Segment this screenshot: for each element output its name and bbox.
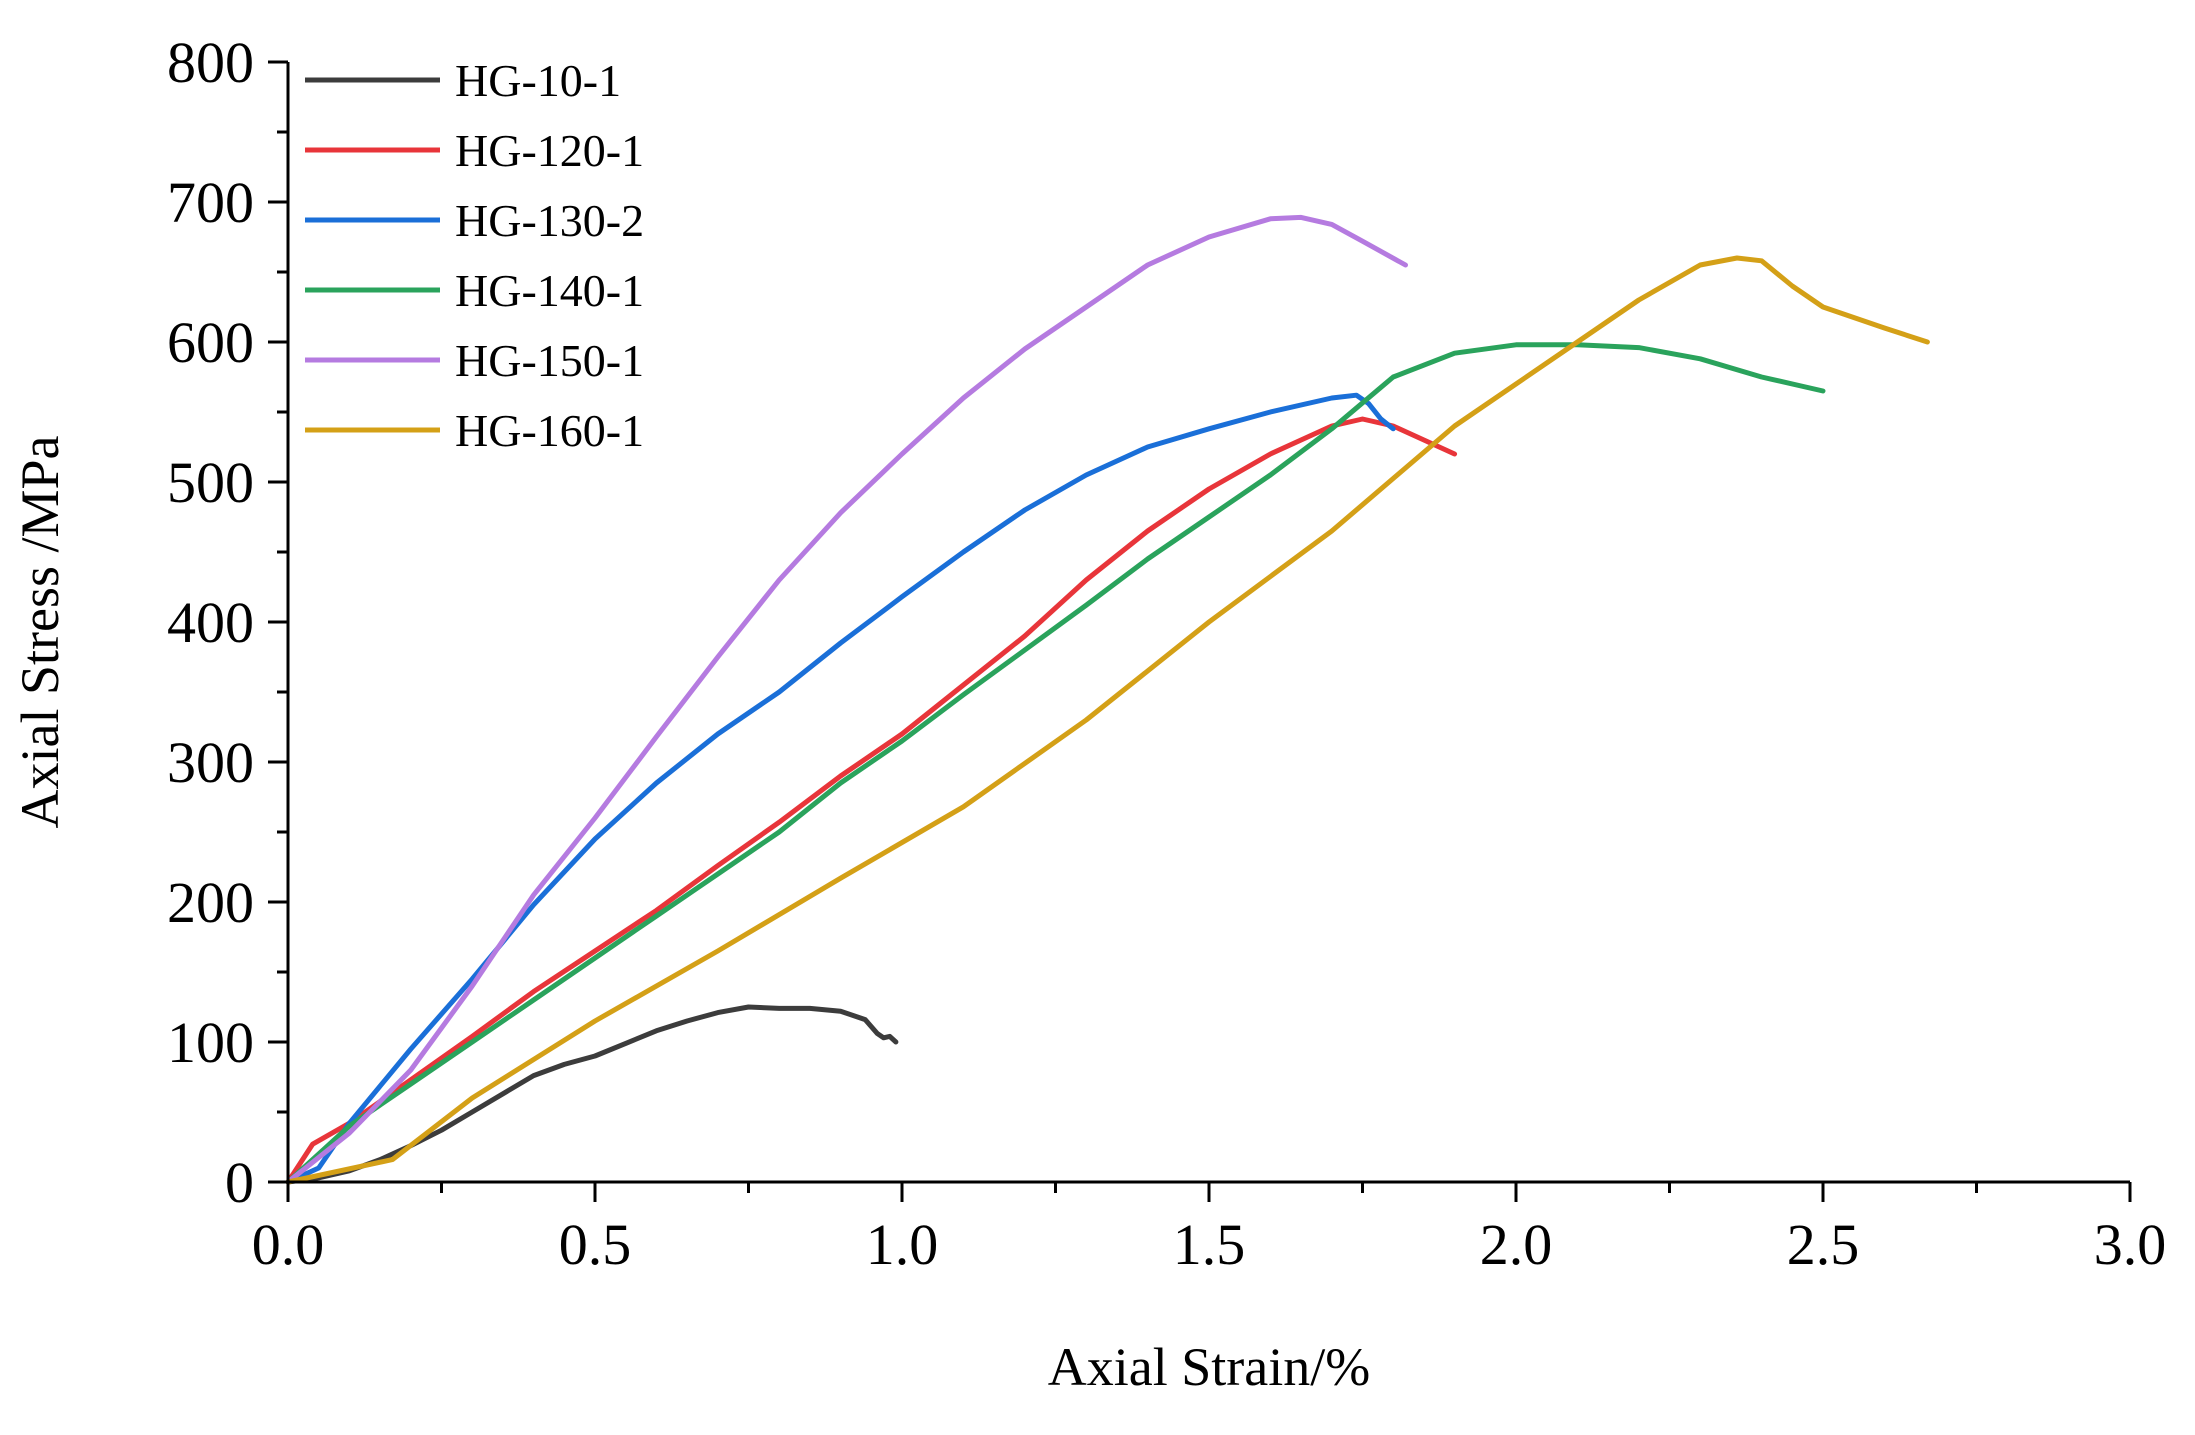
y-ticks: 0 100 200 300 400 500 600 700 800 bbox=[167, 30, 288, 1215]
y-tick-label: 0 bbox=[225, 1150, 254, 1215]
y-tick-label: 100 bbox=[167, 1010, 254, 1075]
x-tick-label: 3.0 bbox=[2094, 1212, 2167, 1277]
series-line-hg-150-1 bbox=[285, 214, 1408, 1185]
y-tick-label: 800 bbox=[167, 30, 254, 95]
series-line-hg-160-1 bbox=[285, 255, 1930, 1185]
legend-label: HG-160-1 bbox=[455, 405, 644, 456]
series-line-hg-10-1 bbox=[285, 1004, 899, 1185]
x-tick-label: 2.5 bbox=[1787, 1212, 1860, 1277]
y-tick-label: 700 bbox=[167, 170, 254, 235]
legend: HG-10-1 HG-120-1 HG-130-2 HG-140-1 HG-150-1 H… bbox=[305, 55, 644, 456]
x-tick-label: 1.0 bbox=[866, 1212, 939, 1277]
x-tick-label: 2.0 bbox=[1480, 1212, 1553, 1277]
legend-label: HG-130-2 bbox=[455, 195, 644, 246]
legend-label: HG-150-1 bbox=[455, 335, 644, 386]
y-tick-label: 400 bbox=[167, 590, 254, 655]
x-tick-label: 0.5 bbox=[559, 1212, 632, 1277]
x-tick-label: 1.5 bbox=[1173, 1212, 1246, 1277]
series-layer bbox=[285, 214, 1930, 1185]
series-line-hg-140-1 bbox=[285, 342, 1826, 1185]
x-tick-label: 0.0 bbox=[252, 1212, 325, 1277]
y-tick-label: 300 bbox=[167, 730, 254, 795]
legend-label: HG-140-1 bbox=[455, 265, 644, 316]
legend-label: HG-120-1 bbox=[455, 125, 644, 176]
y-axis-title: Axial Stress /MPa bbox=[10, 435, 70, 828]
y-tick-label: 600 bbox=[167, 310, 254, 375]
y-tick-label: 500 bbox=[167, 450, 254, 515]
series-line-hg-120-1 bbox=[285, 416, 1458, 1185]
series-line-hg-130-2 bbox=[285, 392, 1396, 1185]
x-ticks: 0.0 0.5 1.0 1.5 2.0 2.5 3.0 bbox=[252, 1182, 2167, 1277]
y-tick-label: 200 bbox=[167, 870, 254, 935]
legend-label: HG-10-1 bbox=[455, 55, 621, 106]
x-axis-title: Axial Strain/% bbox=[1048, 1337, 1370, 1397]
